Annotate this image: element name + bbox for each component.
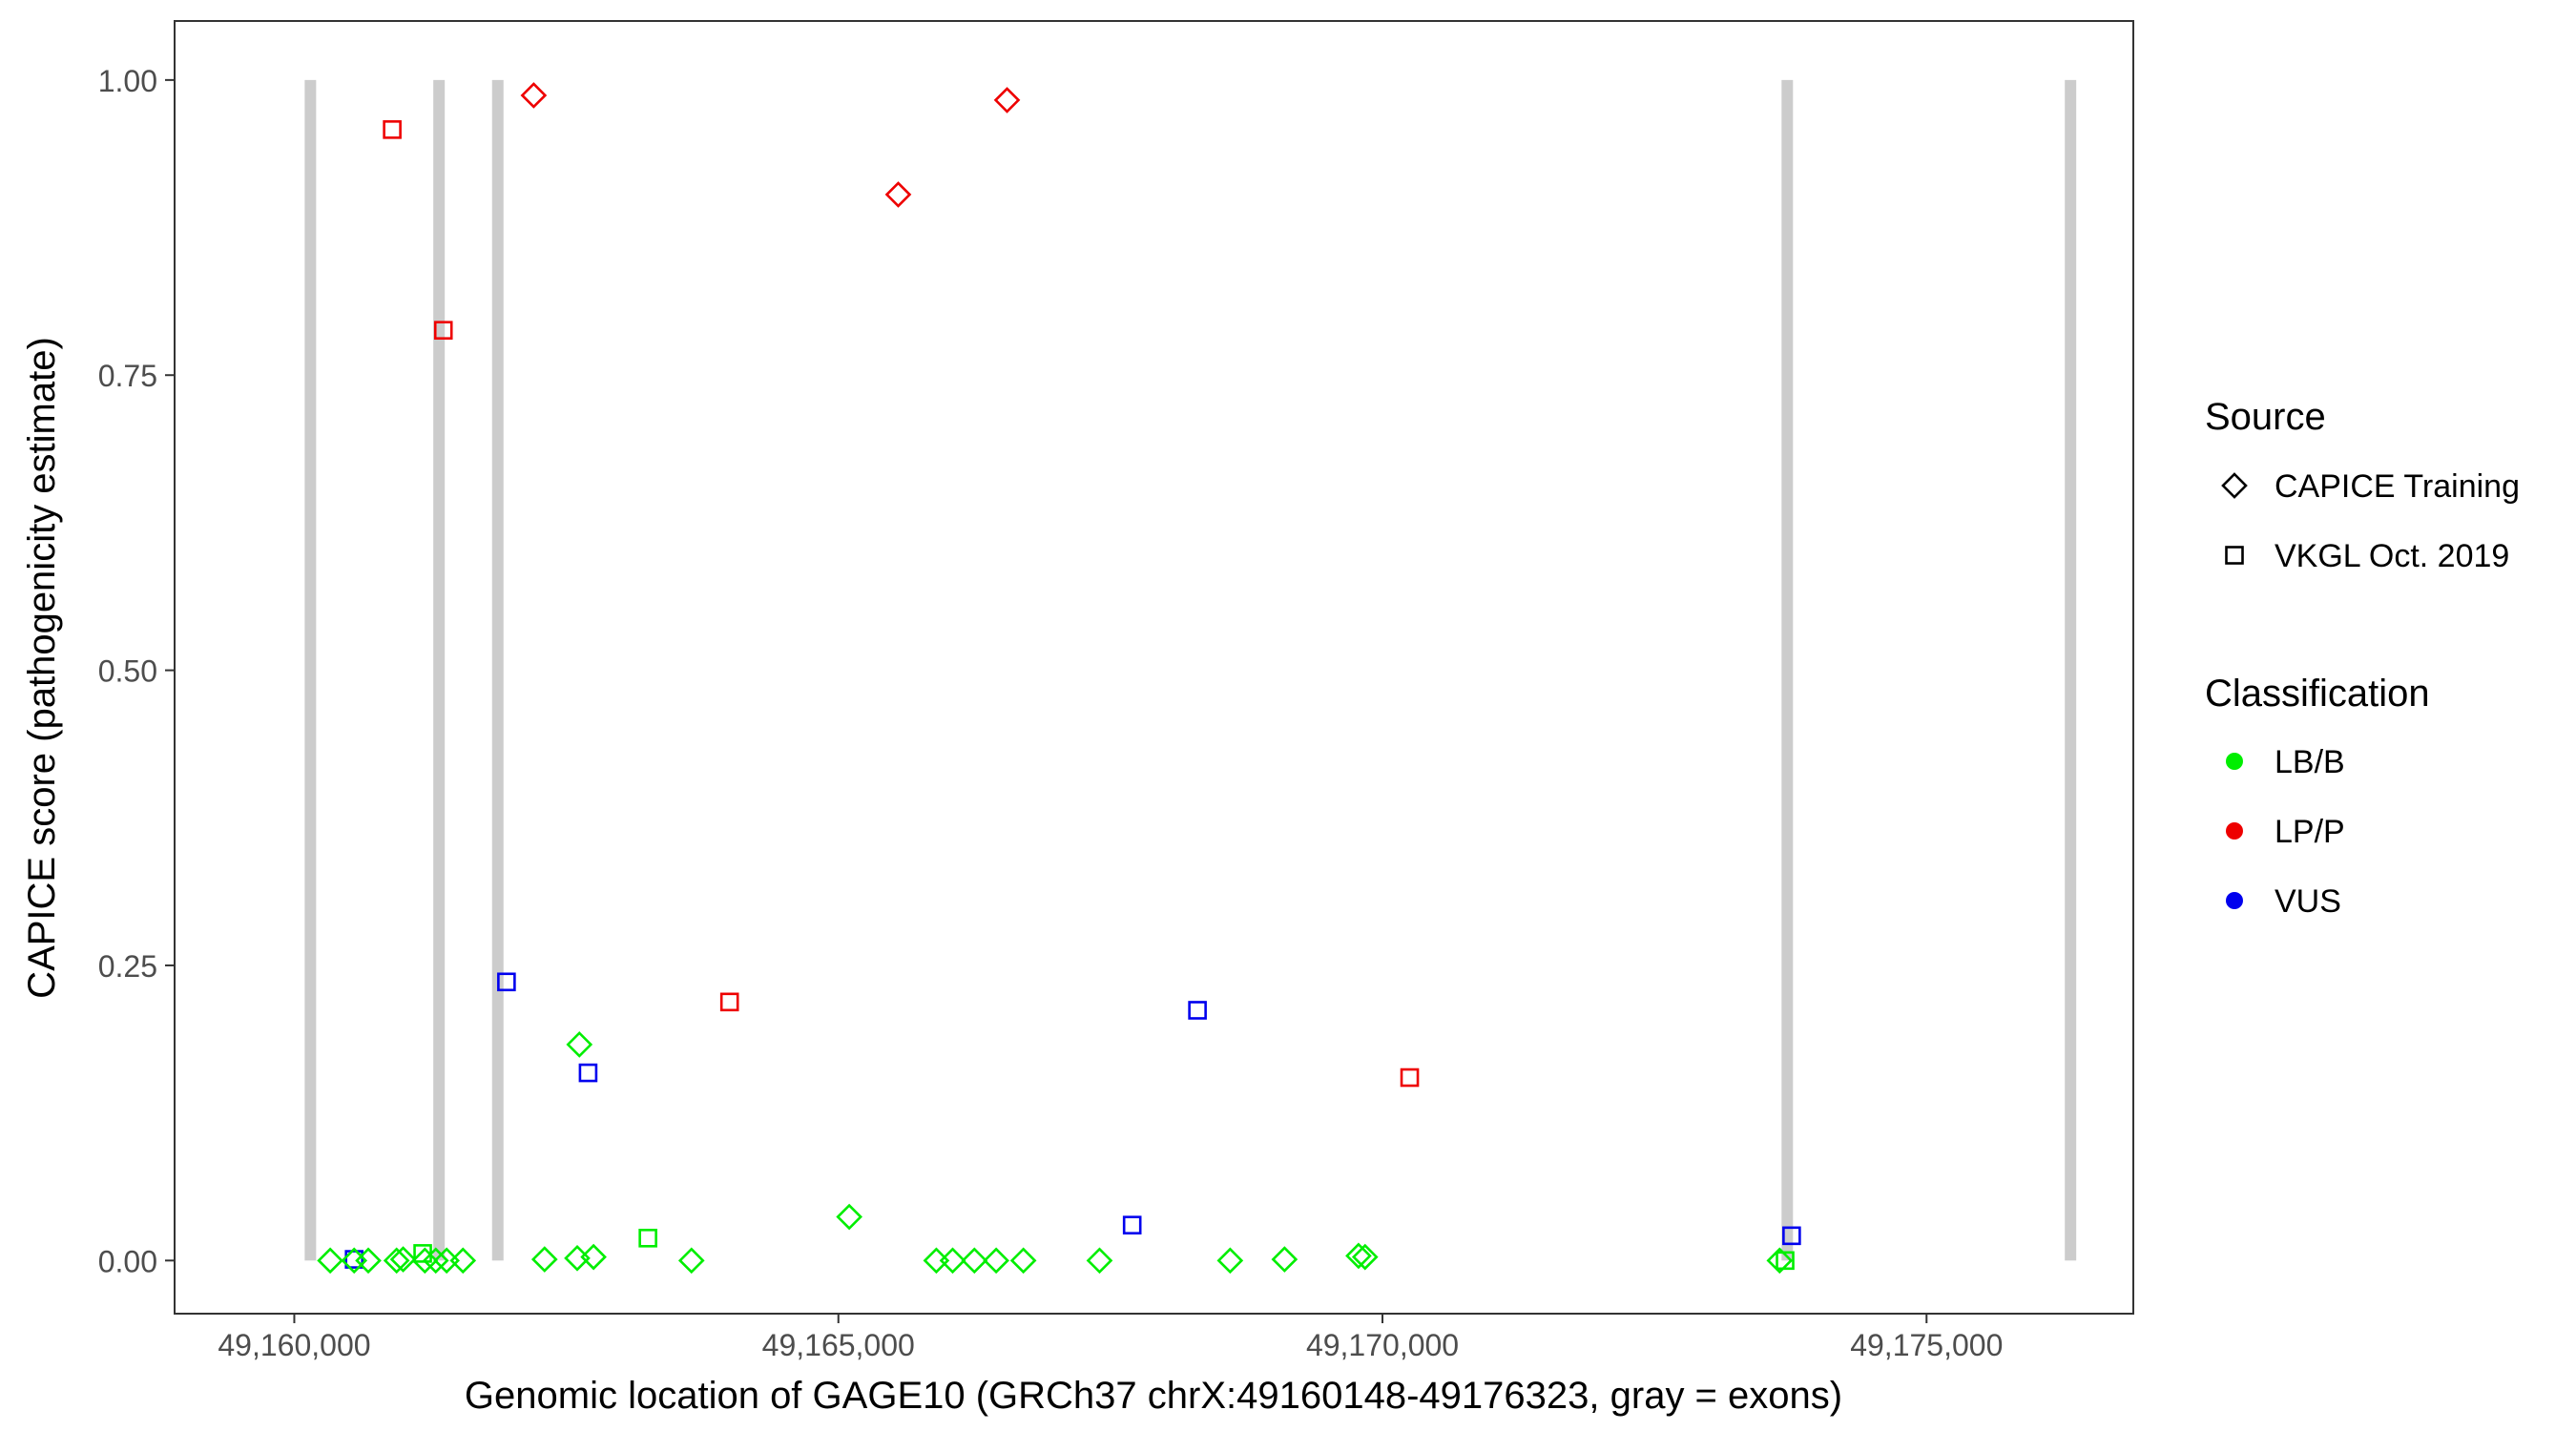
legend-diamond-key <box>2221 472 2248 499</box>
y-tick-label: 0.00 <box>98 1244 157 1278</box>
data-point-9 <box>578 1063 598 1083</box>
y-tick-label: 0.75 <box>98 359 157 393</box>
data-point-4 <box>884 181 912 208</box>
data-point-41 <box>1766 1247 1794 1275</box>
legend-color-dot <box>2226 753 2243 770</box>
legend-square-key <box>2225 546 2244 565</box>
data-point-37 <box>1216 1247 1244 1275</box>
data-point-32 <box>939 1247 966 1275</box>
data-point-13 <box>344 1250 364 1269</box>
data-point-34 <box>983 1247 1009 1275</box>
exon-bands <box>304 79 2077 1261</box>
x-tick-label: 49,160,000 <box>218 1328 370 1362</box>
legend-classification-label: VUS <box>2275 883 2341 920</box>
legend-classification-label: LB/B <box>2275 744 2345 780</box>
data-point-42 <box>1776 1251 1795 1271</box>
legend-source-label: VKGL Oct. 2019 <box>2275 538 2509 574</box>
data-point-36 <box>1086 1247 1113 1275</box>
x-axis-title: Genomic location of GAGE10 (GRCh37 chrX:… <box>465 1375 1842 1417</box>
y-axis-title: CAPICE score (pathogenicity estimate) <box>21 337 63 999</box>
data-point-15 <box>836 1203 862 1231</box>
exon-band-1 <box>304 79 317 1261</box>
legend: Source CAPICE Training VKGL Oct. 2019 Cla… <box>2205 396 2520 920</box>
data-point-11 <box>1122 1215 1142 1234</box>
legend-classification-label: LP/P <box>2275 814 2345 850</box>
data-point-2 <box>433 321 453 341</box>
data-point-22 <box>389 1246 417 1273</box>
data-point-23 <box>411 1247 439 1275</box>
data-point-30 <box>677 1247 705 1275</box>
legend-color-dot <box>2226 892 2243 909</box>
legend-classification-items: LB/B LP/P VUS <box>2226 744 2345 920</box>
legend-source-title: Source <box>2205 396 2326 438</box>
data-point-5 <box>993 87 1021 114</box>
x-axis-ticks: 49,160,000 49,165,000 49,170,000 49,175,000 <box>218 1314 2003 1362</box>
data-point-35 <box>1009 1247 1037 1275</box>
data-point-18 <box>317 1247 343 1275</box>
data-point-24 <box>422 1247 449 1275</box>
legend-source-label: CAPICE Training <box>2275 468 2520 505</box>
data-point-3 <box>520 82 548 109</box>
data-point-40 <box>1351 1243 1379 1271</box>
data-points <box>317 82 1801 1275</box>
data-point-1 <box>383 120 402 139</box>
data-point-8 <box>497 972 516 992</box>
y-tick-label: 0.25 <box>98 949 157 984</box>
legend-source: Source CAPICE Training VKGL Oct. 2019 <box>2205 396 2520 574</box>
data-point-39 <box>1345 1242 1372 1270</box>
exon-band-5 <box>2065 79 2077 1261</box>
x-tick-label: 49,165,000 <box>762 1328 915 1362</box>
data-point-16 <box>638 1229 657 1248</box>
y-tick-label: 1.00 <box>98 64 157 98</box>
data-point-10 <box>1188 1001 1207 1020</box>
data-point-27 <box>530 1246 558 1273</box>
y-tick-label: 0.50 <box>98 654 157 689</box>
x-tick-label: 49,170,000 <box>1306 1328 1459 1362</box>
data-point-6 <box>719 992 739 1012</box>
x-tick-label: 49,175,000 <box>1850 1328 2003 1362</box>
data-point-26 <box>449 1247 477 1275</box>
data-point-33 <box>961 1247 988 1275</box>
legend-color-dot <box>2226 822 2243 840</box>
exon-band-3 <box>491 79 504 1261</box>
y-axis-ticks: 0.00 0.25 0.50 0.75 1.00 <box>98 64 175 1278</box>
legend-source-items: CAPICE Training VKGL Oct. 2019 <box>2221 468 2520 574</box>
plot-panel-border <box>174 20 2134 1315</box>
legend-classification-title: Classification <box>2205 673 2430 715</box>
data-point-21 <box>383 1247 410 1275</box>
data-point-20 <box>355 1247 382 1275</box>
data-point-29 <box>580 1243 607 1271</box>
data-point-38 <box>1271 1246 1298 1273</box>
data-point-14 <box>566 1031 593 1058</box>
exon-band-2 <box>433 79 446 1261</box>
exon-band-4 <box>1781 79 1794 1261</box>
legend-classification: Classification LB/B LP/P VUS <box>2205 673 2430 920</box>
data-point-12 <box>1782 1226 1801 1246</box>
data-point-7 <box>1400 1068 1420 1088</box>
